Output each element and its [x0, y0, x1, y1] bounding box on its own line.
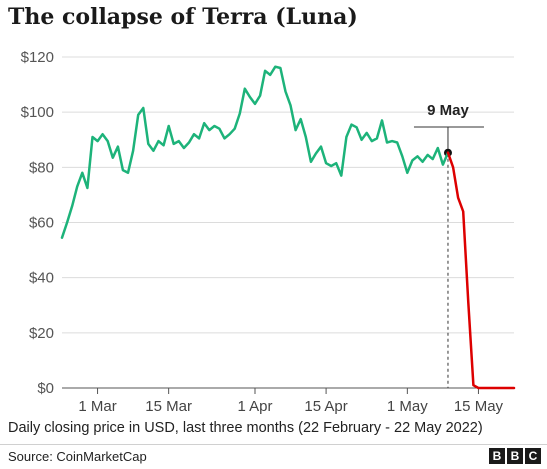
footer-divider — [0, 444, 547, 445]
x-tick-label: 1 Apr — [237, 398, 272, 415]
annotation-label: 9 May — [427, 102, 469, 119]
y-tick-label: $120 — [21, 49, 54, 66]
x-tick-label: 15 Mar — [145, 398, 192, 415]
logo-letter-b1: B — [489, 448, 505, 464]
chart-subtitle: Daily closing price in USD, last three m… — [8, 420, 483, 436]
gridlines — [62, 56, 514, 334]
y-axis-tick-labels: $0 $20 $40 $60 $80 $100 $120 — [21, 49, 54, 397]
chart-title: The collapse of Terra (Luna) — [8, 4, 358, 30]
bbc-logo: B B C — [489, 448, 541, 464]
annotation-9-may: 9 May — [413, 102, 484, 388]
y-tick-label: $0 — [37, 380, 54, 397]
line-chart: $0$20$40$60$80$100$120 1 Mar 15 Mar 1 Apr 1… — [21, 49, 516, 415]
x-tick-label: 15 May — [454, 398, 504, 415]
x-tick-label: 1 May — [387, 398, 428, 415]
x-axis: 1 Mar 15 Mar 1 Apr 15 Apr 1 May 15 May — [62, 387, 514, 415]
series-line-after-9-may — [446, 151, 516, 390]
x-tick-label: 1 Mar — [78, 398, 116, 415]
y-tick-label: $100 — [21, 104, 54, 121]
x-tick-label: 15 Apr — [304, 398, 347, 415]
price-lines — [60, 65, 516, 390]
y-tick-label: $20 — [29, 325, 54, 342]
y-tick-label: $40 — [29, 270, 54, 287]
logo-letter-b2: B — [507, 448, 523, 464]
logo-letter-c: C — [525, 448, 541, 464]
series-line-before-9-may — [60, 65, 450, 239]
y-tick-label: $80 — [29, 159, 54, 176]
y-tick-label: $60 — [29, 215, 54, 232]
source-note: Source: CoinMarketCap — [8, 449, 147, 464]
